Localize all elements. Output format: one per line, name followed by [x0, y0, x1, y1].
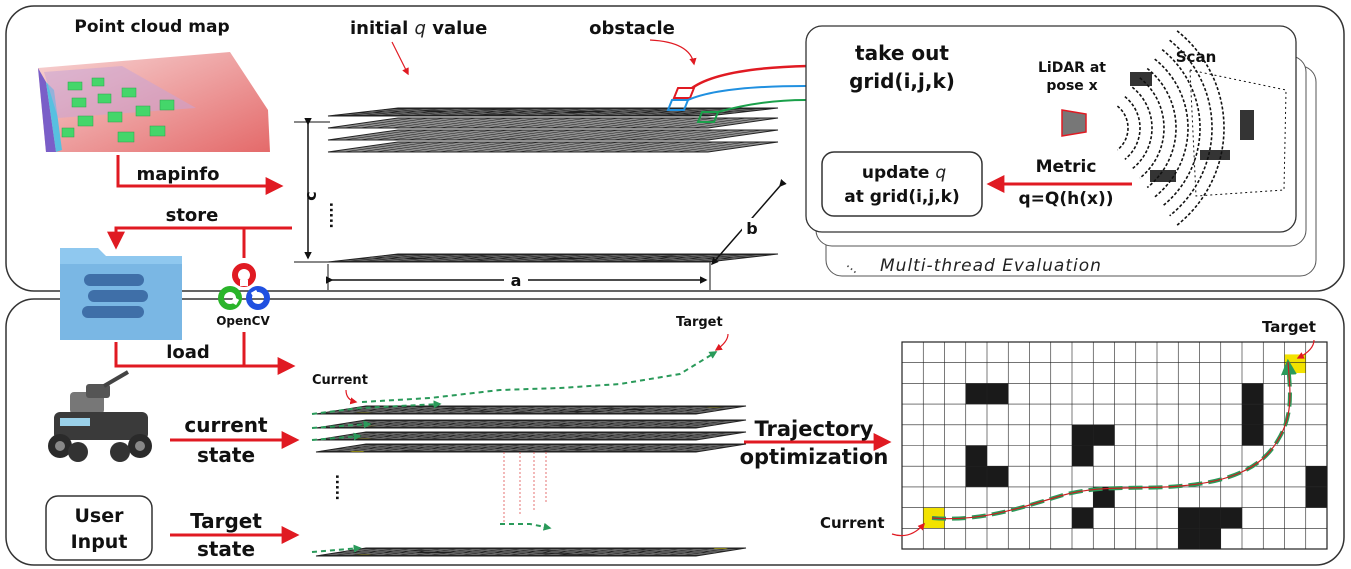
- lidar-line2: pose x: [1046, 78, 1097, 94]
- top-panel: [5, 5, 1345, 292]
- thread-line-blue: [687, 85, 807, 101]
- bottom-layer-2: [315, 419, 747, 429]
- load-arrow: [114, 342, 296, 375]
- obstacle-label: obstacle: [589, 18, 675, 39]
- trajectory-line1: Trajectory: [755, 417, 874, 441]
- svg-text:c: c: [301, 191, 320, 200]
- target-pointer-stack: [714, 333, 729, 351]
- take-out-arrow: [691, 58, 989, 90]
- lidar-line1: LiDAR at: [1038, 60, 1106, 76]
- point-cloud-title: Point cloud map: [74, 17, 229, 37]
- user-input-box: [45, 495, 153, 561]
- target-state-line2: state: [197, 537, 255, 561]
- bottom-grid-stack: [311, 351, 747, 557]
- robot-image: [48, 370, 152, 462]
- layer-dots-bottom: .....: [332, 474, 348, 501]
- current-label-stack: Current: [312, 373, 368, 388]
- top-grid-stack: [327, 107, 779, 263]
- top-layer-3: [327, 129, 779, 141]
- target-pointer-grid: [1296, 339, 1315, 359]
- take-out-line2: grid(i,j,k): [849, 69, 955, 93]
- mapinfo-label: mapinfo: [137, 164, 220, 185]
- lidar-scan-image: [1116, 30, 1287, 226]
- projection-lines: [503, 452, 547, 524]
- layer-dots-top: .....: [326, 202, 342, 229]
- top-layer-4: [327, 141, 779, 153]
- bottom-layer-1: [315, 405, 747, 415]
- current-pointer-grid: [891, 522, 925, 537]
- target-label-grid: Target: [1262, 318, 1316, 336]
- bottom-layer-3: [315, 431, 747, 441]
- user-input-line2: Input: [71, 531, 128, 553]
- current-label-grid: Current: [820, 514, 885, 532]
- point-cloud-image: [38, 52, 270, 152]
- initial-q-pointer: [391, 41, 409, 76]
- current-state-line2: state: [197, 443, 255, 467]
- current-pointer-stack: [345, 389, 358, 405]
- storage-folder: [60, 248, 182, 340]
- selection-box-red: [672, 87, 696, 99]
- current-state-line1: current: [184, 413, 268, 437]
- thread-line-green: [717, 99, 807, 113]
- optimized-path-red: [931, 361, 1291, 520]
- metric-line2: q=Q(h(x)): [1018, 189, 1113, 209]
- bottom-layer-bottom: [315, 547, 747, 557]
- books-icon: [82, 274, 148, 318]
- metric-line1: Metric: [1036, 157, 1097, 177]
- stack-paths: [311, 351, 718, 553]
- mapinfo-arrow: [116, 155, 284, 195]
- svg-text:b: b: [746, 219, 757, 238]
- svg-text:a: a: [511, 271, 522, 290]
- bottom-panel: [5, 298, 1345, 566]
- selection-box-blue: [666, 99, 690, 111]
- scan-label: Scan: [1176, 48, 1217, 66]
- obstacle-pointer: [649, 39, 697, 66]
- dimension-c: c: [294, 118, 330, 263]
- update-line1: update q: [862, 163, 947, 183]
- multithread-label: Multi-thread Evaluation: [880, 256, 1102, 276]
- update-box: [821, 151, 983, 217]
- trajectory-grid: [901, 341, 1328, 550]
- bottom-layer-4: [315, 443, 747, 453]
- opencv-logo: [218, 263, 270, 310]
- dimension-b: b: [711, 179, 787, 266]
- take-out-line1: take out: [855, 41, 949, 65]
- trajectory-line2: optimization: [740, 445, 889, 469]
- target-state-line1: Target: [190, 509, 262, 533]
- load-label: load: [166, 342, 210, 363]
- user-input-line1: User: [75, 505, 125, 527]
- store-arrow: [107, 226, 292, 250]
- update-line2: at grid(i,j,k): [844, 187, 959, 207]
- target-label-stack: Target: [676, 315, 723, 330]
- opencv-label: OpenCV: [216, 314, 270, 328]
- top-layer-2: [327, 117, 779, 129]
- selection-box-green: [696, 111, 720, 123]
- store-label: store: [166, 205, 219, 226]
- lidar-sensor-icon: [1061, 109, 1087, 137]
- top-layer-bottom: [327, 253, 779, 263]
- top-layer-1: [327, 107, 779, 117]
- initial-q-label: initial q value: [350, 18, 487, 39]
- dimension-a: a: [326, 262, 711, 290]
